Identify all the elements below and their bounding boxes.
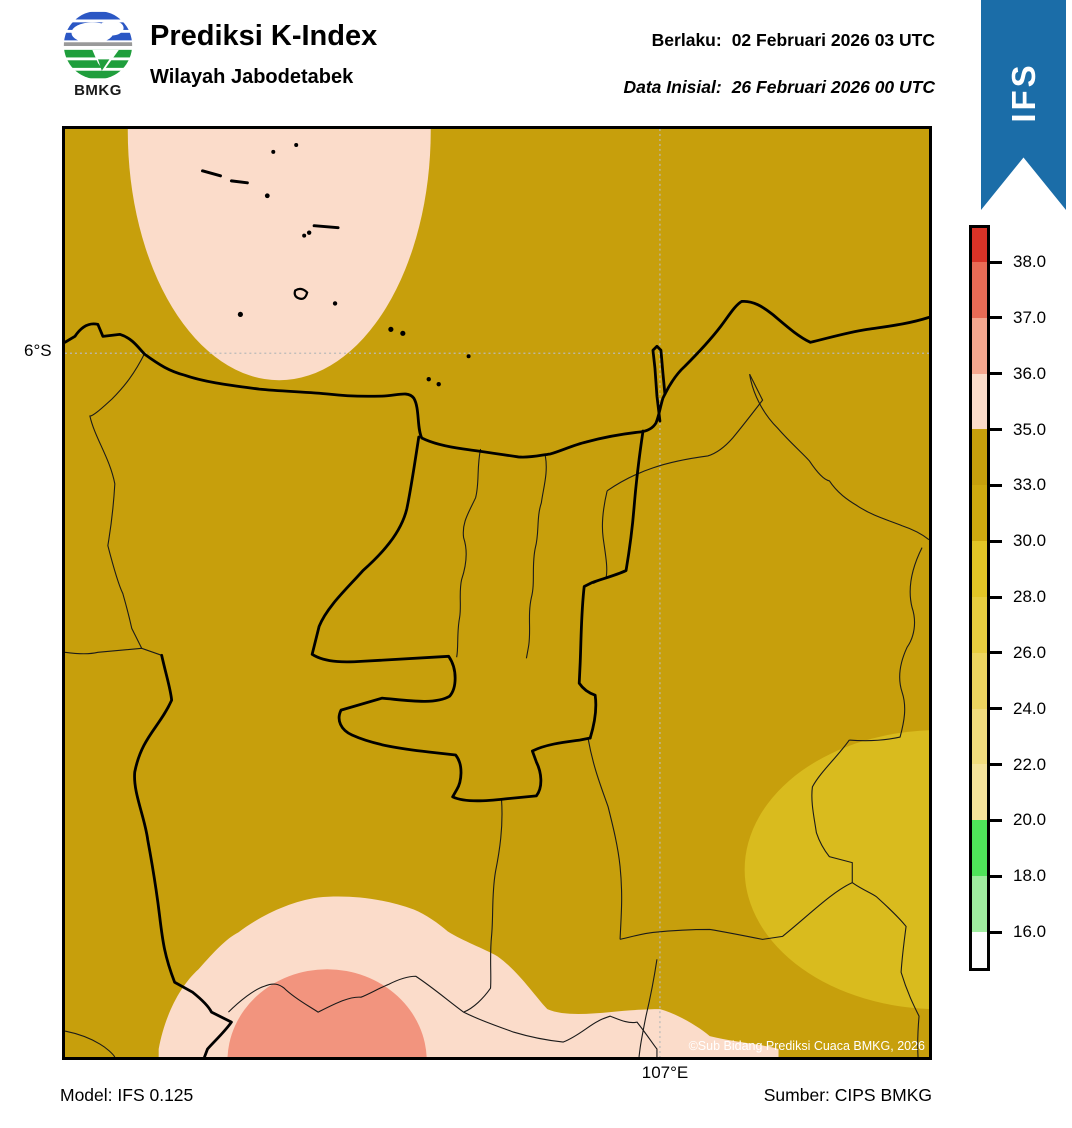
kindex-blob-bottomright [744,730,929,1009]
colorbar-segment [972,541,987,597]
admin-boundaries-thin [65,353,929,1057]
colorbar-tick-label: 36.0 [1013,363,1047,383]
valid-time-value: 02 Februari 2026 03 UTC [731,30,935,50]
init-time-value: 26 Februari 2026 00 UTC [731,77,935,97]
colorbar-tick [990,763,1002,766]
colorbar-tick [990,651,1002,655]
colorbar-tick-label: 22.0 [1013,754,1047,774]
colorbar-segment [972,596,987,653]
colorbar-segment [972,708,987,765]
page-title: Prediksi K-Index [150,20,378,52]
colorbar-segment [972,652,987,709]
colorbar-tick-label: 26.0 [1013,642,1047,662]
colorbar-tick-label: 37.0 [1013,307,1047,327]
colorbar-legend: 38.0 37.0 36.0 35.0 33.0 30.0 28.0 26.0 24.0 22.0… [969,225,1046,971]
colorbar-segment [972,931,987,968]
kindex-map [65,129,929,1057]
bmkg-logo: BMKG [58,10,138,99]
colorbar-tick [990,428,1002,431]
colorbar-segment [972,876,987,932]
map-panel: ©Sub Bidang Prediksi Cuaca BMKG, 2026 [62,126,932,1060]
colorbar-segment [972,317,987,374]
colorbar-tick-label: 28.0 [1013,587,1047,606]
model-ribbon-label: IFS [1004,62,1042,123]
model-info: Model: IFS 0.125 [60,1085,194,1105]
copyright-note: ©Sub Bidang Prediksi Cuaca BMKG, 2026 [688,1039,925,1053]
colorbar-tick [990,595,1002,599]
colorbar-tick [990,483,1002,487]
forecast-time-block: Berlaku: 02 Februari 2026 03 UTC Data Ini… [623,30,935,98]
colorbar-segment [972,429,987,486]
colorbar-tick [990,818,1002,822]
colorbar-segment [972,262,987,318]
colorbar-tick-label: 18.0 [1013,866,1047,886]
colorbar-tick-label: 33.0 [1013,475,1047,495]
valid-time-line: Berlaku: 02 Februari 2026 03 UTC [623,30,935,51]
colorbar-gradient [969,225,990,971]
colorbar-tick [990,874,1002,878]
bmkg-logo-icon [63,10,133,80]
colorbar-tick-label: 35.0 [1013,419,1047,439]
model-ribbon: IFS [981,0,1066,210]
colorbar-tick [990,316,1002,320]
colorbar-tick [990,930,1002,934]
colorbar-tick-label: 16.0 [1013,922,1047,941]
colorbar-tick-label: 20.0 [1013,810,1047,830]
colorbar-tick [990,372,1002,376]
colorbar-tick-label: 38.0 [1013,252,1047,271]
colorbar-tick-label: 30.0 [1013,531,1047,551]
colorbar-segment [972,764,987,821]
bmkg-logo-label: BMKG [74,82,122,99]
colorbar-tick [990,260,1002,264]
colorbar-tick-label: 24.0 [1013,698,1047,718]
colorbar-tick [990,539,1002,543]
source-info: Sumber: CIPS BMKG [763,1085,932,1105]
init-time-label: Data Inisial: [623,77,722,97]
colorbar-segment [972,820,987,877]
colorbar-segment [972,373,987,430]
colorbar-segment [972,485,987,542]
page-subtitle: Wilayah Jabodetabek [150,66,354,88]
islands [201,142,471,387]
colorbar-segment [972,228,987,262]
lat-tick-label: 6°S [24,341,52,360]
valid-time-label: Berlaku: [651,30,722,50]
kindex-blob-topleft [127,129,431,381]
kindex-blob-core [227,969,427,1057]
lon-tick-label: 107°E [641,1063,689,1082]
init-time-line: Data Inisial: 26 Februari 2026 00 UTC [623,77,935,98]
coastline-thick [65,299,929,1057]
colorbar-tick [990,707,1002,711]
